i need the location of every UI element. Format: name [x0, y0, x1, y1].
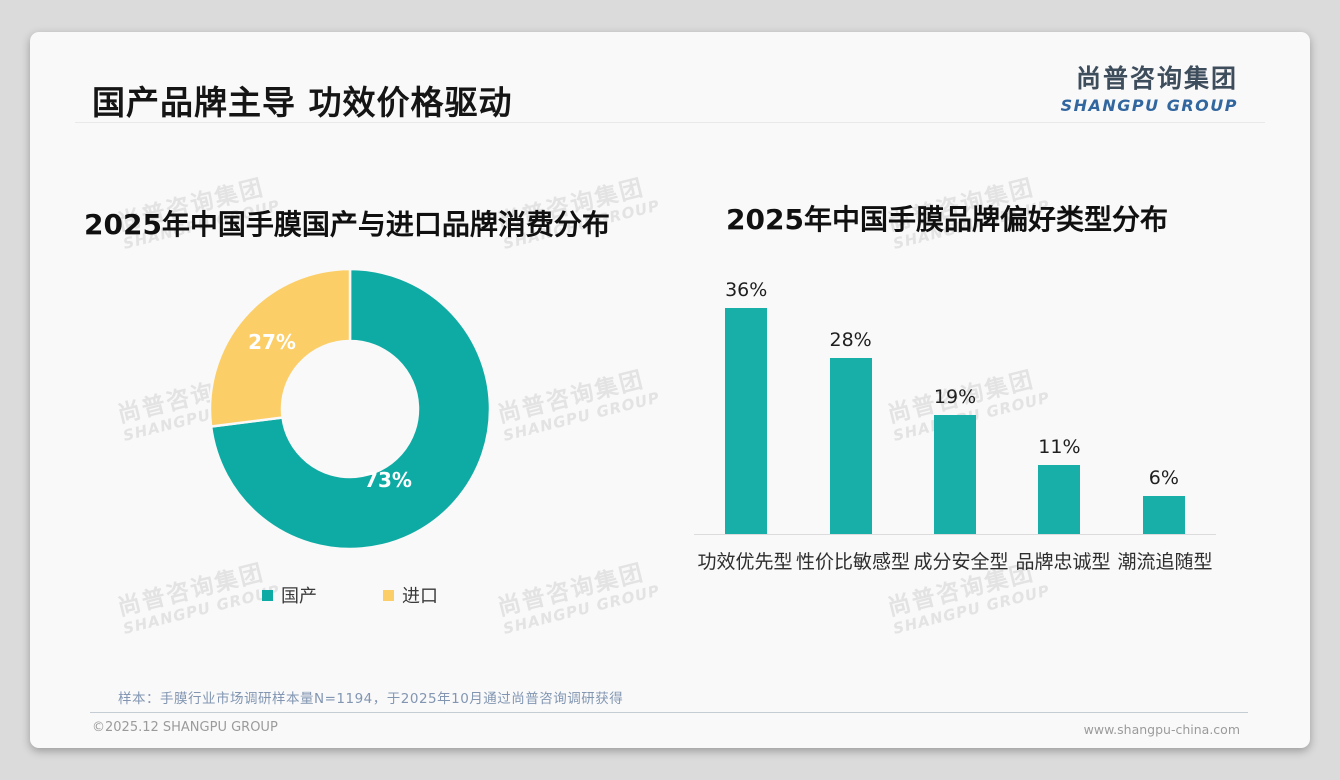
bar-category-label: 成分安全型 — [913, 551, 1009, 573]
bar — [1142, 496, 1185, 534]
bar-group: 36% — [694, 279, 798, 534]
company-logo: 尚普咨询集团 SHANGPU GROUP — [1061, 59, 1238, 115]
slide-card: 尚普咨询集团 SHANGPU GROUP 尚普咨询集团 SHANGPU GROUP 尚普… — [30, 32, 1310, 748]
bar — [829, 358, 872, 534]
bar-value-label: 36% — [725, 278, 768, 301]
bar-category-label: 潮流追随型 — [1117, 551, 1213, 573]
legend-label-domestic: 国产 — [281, 586, 317, 607]
legend-item-domestic: 国产 — [262, 582, 317, 608]
bar — [1038, 464, 1081, 534]
logo-chinese-text: 尚普咨询集团 — [1075, 64, 1238, 93]
bar-group: 28% — [798, 329, 902, 534]
bar — [725, 307, 768, 534]
donut-slice-imported — [210, 269, 352, 428]
bar-chart-title: 2025年中国手膜品牌偏好类型分布 — [726, 203, 1168, 236]
footer-divider — [90, 712, 1248, 713]
footer-copyright: ©2025.12 SHANGPU GROUP — [92, 720, 278, 735]
donut-slice-domestic — [210, 269, 490, 549]
legend-label-imported: 进口 — [402, 586, 438, 607]
legend-swatch-domestic — [262, 589, 273, 601]
bar — [934, 414, 977, 534]
bar-group: 11% — [1007, 436, 1111, 534]
bar-chart: 36% 28% 19% 11% 6% 功效优先型 性价比敏感型 成分安全型 品牌忠诚型 潮流追随… — [694, 266, 1216, 574]
donut-chart — [210, 269, 490, 549]
donut-legend: 国产 进口 — [210, 582, 490, 608]
title-divider — [75, 122, 1265, 123]
page-title: 国产品牌主导 功效价格驱动 — [92, 83, 513, 122]
bar-value-label: 19% — [933, 385, 977, 408]
bar-category-label: 性价比敏感型 — [796, 551, 911, 573]
bar-category-label: 功效优先型 — [697, 551, 793, 573]
bar-group: 19% — [903, 386, 1007, 534]
bar-chart-category-axis: 功效优先型 性价比敏感型 成分安全型 品牌忠诚型 潮流追随型 — [694, 547, 1216, 574]
bar-value-label: 6% — [1148, 467, 1179, 490]
bar-group: 6% — [1112, 467, 1216, 534]
logo-english-text: SHANGPU GROUP — [1060, 96, 1238, 115]
bar-category-label: 品牌忠诚型 — [1015, 551, 1111, 573]
legend-item-imported: 进口 — [383, 582, 438, 608]
bar-chart-plot-area: 36% 28% 19% 11% 6% — [694, 266, 1216, 535]
sample-footnote: 样本：手膜行业市场调研样本量N=1194，于2025年10月通过尚普咨询调研获得 — [118, 691, 624, 707]
footer-website: www.shangpu-china.com — [1083, 722, 1240, 737]
donut-chart-title: 2025年中国手膜国产与进口品牌消费分布 — [84, 208, 610, 241]
bar-value-label: 11% — [1038, 435, 1081, 458]
donut-value-label-domestic: 73% — [364, 468, 412, 492]
legend-swatch-imported — [383, 589, 394, 601]
bar-value-label: 28% — [829, 329, 872, 352]
donut-value-label-imported: 27% — [248, 330, 296, 354]
